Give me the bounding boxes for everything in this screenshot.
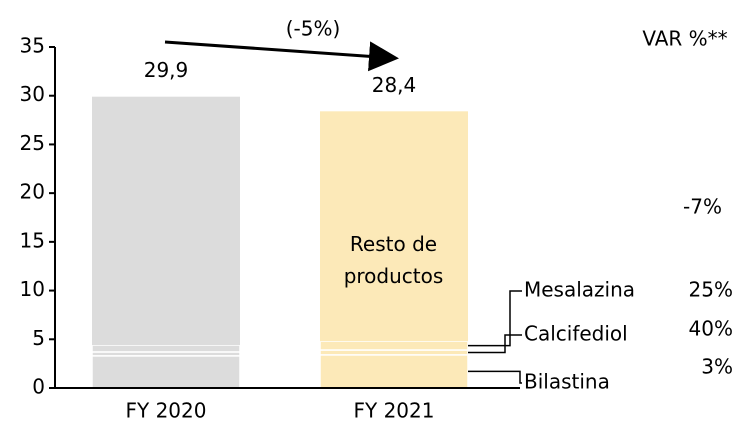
var-label: 25%	[689, 278, 733, 302]
bar-segment	[319, 354, 469, 389]
x-tick-label: FY 2020	[126, 399, 207, 423]
bar-segment	[91, 355, 241, 389]
total-label: 29,9	[144, 58, 189, 82]
change-arrow	[164, 40, 399, 72]
y-tick-label: 0	[32, 375, 45, 399]
var-label: 40%	[689, 317, 733, 341]
y-tick-label: 30	[20, 82, 45, 106]
var-label: 3%	[701, 355, 733, 379]
y-tick-label: 20	[20, 180, 45, 204]
y-tick-label: 25	[20, 131, 45, 155]
leader-line	[468, 334, 522, 354]
series-label: Mesalazina	[524, 278, 635, 302]
var-label: -7%	[683, 195, 722, 219]
y-tick-label: 10	[20, 277, 45, 301]
var-header: VAR %**	[642, 27, 727, 51]
leader-line	[468, 370, 522, 384]
series-label: Calcifediol	[524, 322, 628, 346]
bar-segment	[320, 111, 468, 342]
change-label: (-5%)	[286, 17, 341, 41]
series-label: Bilastina	[524, 370, 610, 394]
y-tick-label: 15	[20, 228, 45, 252]
total-label: 28,4	[372, 73, 417, 97]
leader-line	[468, 290, 522, 347]
bar-segment	[91, 344, 241, 353]
x-tick-label: FY 2021	[354, 399, 435, 423]
bar-segment	[319, 340, 469, 351]
y-tick-label: 5	[32, 326, 45, 350]
bar-segment	[92, 96, 240, 346]
resto-label: Resto de productos	[343, 232, 444, 288]
y-tick-label: 35	[20, 34, 45, 58]
